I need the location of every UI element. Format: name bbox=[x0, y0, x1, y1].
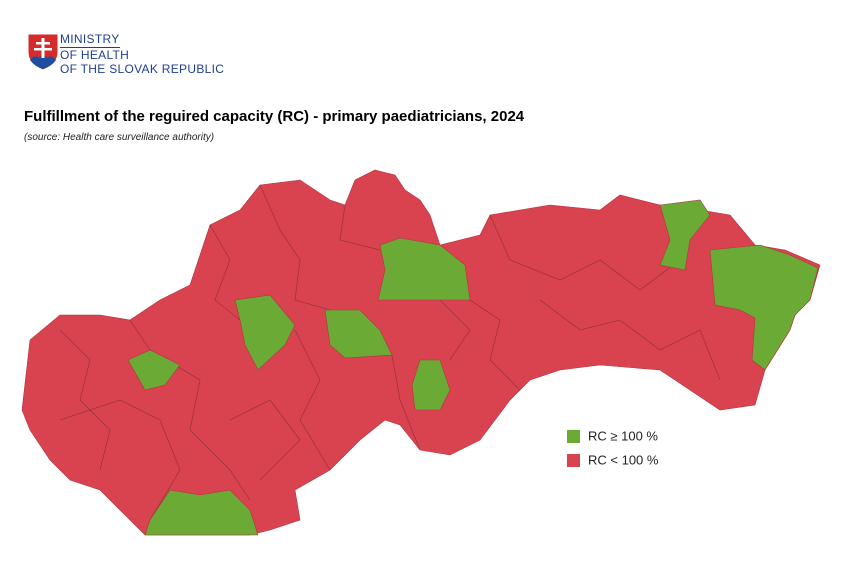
region bbox=[659, 199, 711, 271]
region bbox=[324, 309, 393, 359]
legend-label: RC ≥ 100 % bbox=[588, 428, 658, 443]
legend-label: RC < 100 % bbox=[588, 452, 659, 467]
org-line: MINISTRY bbox=[60, 32, 120, 48]
legend-swatch bbox=[567, 454, 580, 467]
map-subtitle: (source: Health care surveillance author… bbox=[24, 132, 215, 143]
region bbox=[411, 359, 451, 411]
logo bbox=[27, 33, 59, 71]
org-line: OF HEALTH bbox=[60, 48, 130, 62]
region bbox=[234, 294, 296, 371]
region bbox=[709, 244, 819, 371]
region bbox=[127, 349, 181, 391]
org-line: OF THE SLOVAK REPUBLIC bbox=[60, 62, 225, 76]
legend-swatch bbox=[567, 430, 580, 443]
region bbox=[21, 169, 821, 536]
map-title: Fulfillment of the reguired capacity (RC… bbox=[24, 108, 525, 125]
region bbox=[144, 489, 259, 536]
district-borders bbox=[59, 184, 721, 521]
region bbox=[377, 237, 471, 301]
